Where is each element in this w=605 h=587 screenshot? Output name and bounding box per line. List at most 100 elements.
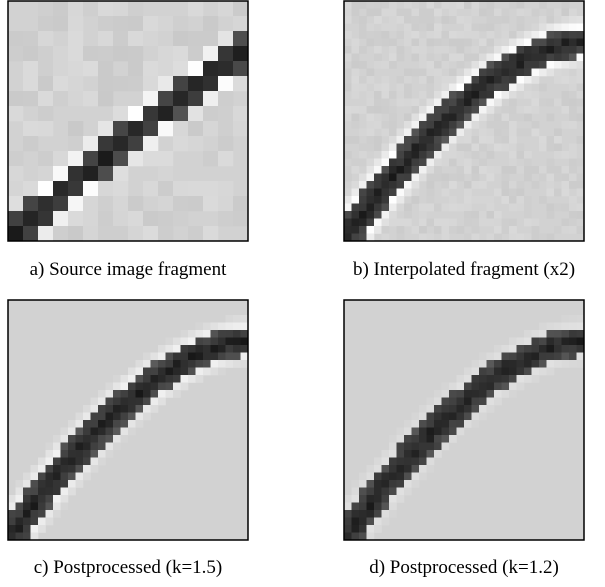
pixel [173, 31, 188, 46]
pixel [16, 533, 24, 541]
pixel [389, 465, 397, 473]
pixel [434, 174, 442, 182]
pixel [419, 144, 427, 152]
pixel [359, 488, 367, 496]
pixel [479, 39, 487, 47]
pixel [472, 211, 480, 219]
pixel [218, 91, 233, 106]
pixel [419, 443, 427, 451]
pixel [449, 121, 457, 129]
pixel [442, 151, 450, 159]
pixel [188, 76, 203, 91]
pixel [539, 338, 547, 346]
pixel [509, 76, 517, 84]
pixel [509, 383, 517, 391]
pixel [374, 121, 382, 129]
pixel [382, 166, 390, 174]
pixel [158, 398, 166, 406]
pixel [203, 226, 218, 241]
pixel [532, 360, 540, 368]
pixel [98, 211, 113, 226]
pixel [38, 226, 53, 241]
pixel [419, 136, 427, 144]
pixel [226, 323, 234, 331]
pixel [472, 69, 480, 77]
pixel [68, 61, 83, 76]
pixel [218, 338, 226, 346]
pixel [472, 413, 480, 421]
pixel [554, 204, 562, 212]
pixel [382, 84, 390, 92]
pixel [472, 390, 480, 398]
pixel [539, 368, 547, 376]
pixel [98, 91, 113, 106]
pixel [367, 99, 375, 107]
pixel [76, 420, 84, 428]
pixel [434, 114, 442, 122]
pixel [188, 31, 203, 46]
pixel [397, 495, 405, 503]
pixel [8, 106, 23, 121]
pixel [449, 99, 457, 107]
pixel [374, 518, 382, 526]
pixel [367, 465, 375, 473]
pixel [382, 159, 390, 167]
pixel [352, 533, 360, 541]
pixel [517, 338, 525, 346]
pixel [374, 46, 382, 54]
pixel [457, 121, 465, 129]
pixel [359, 219, 367, 227]
pixel [226, 330, 234, 338]
pixel [8, 196, 23, 211]
pixel [494, 375, 502, 383]
pixel [389, 510, 397, 518]
pixel [218, 330, 226, 338]
pixel [382, 510, 390, 518]
pixel [46, 503, 54, 511]
pixel [524, 9, 532, 17]
pixel [344, 9, 352, 17]
pixel [577, 204, 585, 212]
pixel [494, 46, 502, 54]
pixel [547, 144, 555, 152]
pixel [23, 495, 31, 503]
pixel [509, 166, 517, 174]
pixel [359, 174, 367, 182]
pixel [173, 76, 188, 91]
pixel [374, 54, 382, 62]
pixel [547, 39, 555, 47]
pixel [547, 136, 555, 144]
pixel [464, 211, 472, 219]
pixel [434, 428, 442, 436]
pixel [502, 144, 510, 152]
pixel [397, 428, 405, 436]
pixel [532, 31, 540, 39]
pixel [91, 428, 99, 436]
pixel [382, 465, 390, 473]
pixel [218, 31, 233, 46]
pixel [68, 480, 76, 488]
pixel [374, 61, 382, 69]
pixel [397, 54, 405, 62]
pixel [143, 398, 151, 406]
pixel [464, 181, 472, 189]
pixel [554, 166, 562, 174]
pixel [68, 420, 76, 428]
pixel [554, 136, 562, 144]
pixel [472, 181, 480, 189]
pixel [136, 360, 144, 368]
pixel [404, 189, 412, 197]
pixel [68, 211, 83, 226]
pixel [524, 330, 532, 338]
pixel [23, 91, 38, 106]
pixel [397, 189, 405, 197]
pixel [464, 204, 472, 212]
pixel [457, 151, 465, 159]
pixel [412, 181, 420, 189]
pixel [412, 114, 420, 122]
pixel [442, 144, 450, 152]
pixel [502, 390, 510, 398]
pixel [502, 24, 510, 32]
pixel [389, 24, 397, 32]
pixel [419, 61, 427, 69]
